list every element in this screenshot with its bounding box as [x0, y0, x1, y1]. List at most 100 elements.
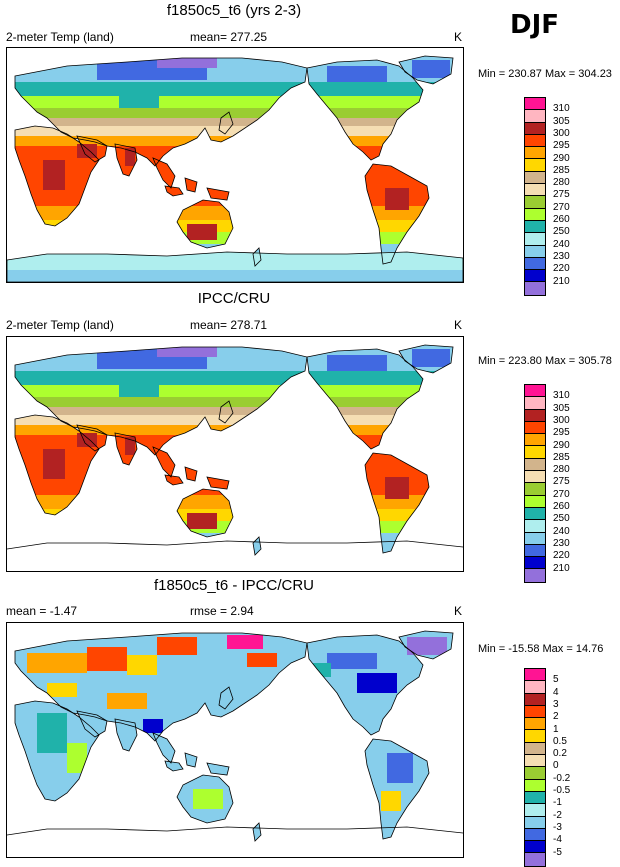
- map-panel-difference: [6, 622, 464, 858]
- coastline: [398, 55, 454, 85]
- colorbar-label: 220: [553, 263, 570, 275]
- land-field: [7, 56, 463, 282]
- colorbar-label: 2: [553, 711, 559, 723]
- colorbar-swatch: [525, 742, 545, 756]
- colorbar-swatch: [525, 257, 545, 271]
- coastline: [252, 247, 262, 267]
- coastline: [252, 536, 262, 556]
- colorbar-swatch: [525, 507, 545, 521]
- colorbar-label: 305: [553, 402, 570, 414]
- colorbar-label: 290: [553, 439, 570, 451]
- colorbar: [524, 97, 546, 296]
- colorbar-label: 280: [553, 177, 570, 189]
- coastline: [14, 125, 100, 227]
- coastline: [252, 822, 262, 842]
- world-temperature-map: [7, 55, 463, 282]
- colorbar-label: 0.2: [553, 748, 567, 760]
- colorbar-label: 210: [553, 562, 570, 574]
- coastline: [398, 344, 454, 374]
- coastline: [398, 630, 454, 660]
- coastline: [76, 424, 108, 452]
- panel-title: f1850c5_t6 - IPCC/CRU: [153, 577, 315, 594]
- colorbar-swatch: [525, 134, 545, 148]
- colorbar-label: 310: [553, 390, 570, 402]
- colorbar-label: 230: [553, 250, 570, 262]
- colorbar-label: 280: [553, 464, 570, 476]
- coastline: [152, 732, 176, 764]
- colorbar-swatch: [525, 681, 545, 694]
- units-label: K: [454, 604, 463, 618]
- colorbar-swatch: [525, 98, 545, 111]
- coastline: [364, 163, 430, 265]
- min-max-label: Min = 230.87 Max = 304.23: [478, 68, 612, 80]
- colorbar-label: -0.2: [553, 772, 571, 784]
- colorbar-swatch: [525, 569, 545, 582]
- colorbar: [524, 668, 546, 867]
- colorbar-swatch: [525, 147, 545, 160]
- colorbar-swatch: [525, 409, 545, 422]
- colorbar-swatch: [525, 791, 545, 805]
- colorbar-swatch: [525, 184, 545, 197]
- coastline: [184, 466, 198, 482]
- colorbar-swatch: [525, 245, 545, 258]
- season-label: DJF: [510, 10, 560, 40]
- colorbar-swatch: [525, 122, 545, 135]
- antarctic-coastline: [7, 540, 463, 550]
- colorbar-label: 290: [553, 152, 570, 164]
- colorbar-label: -2: [553, 809, 562, 821]
- colorbar-swatch: [525, 828, 545, 842]
- colorbar-swatch: [525, 208, 545, 221]
- colorbar-label: 230: [553, 537, 570, 549]
- colorbar-label: 295: [553, 427, 570, 439]
- colorbar-swatch: [525, 730, 545, 743]
- colorbar-swatch: [525, 718, 545, 731]
- antarctic-coastline: [7, 826, 463, 836]
- units-label: K: [454, 318, 463, 332]
- colorbar-label: 285: [553, 164, 570, 176]
- coastline: [218, 686, 234, 710]
- colorbar-swatch: [525, 779, 545, 792]
- colorbar-swatch: [525, 270, 545, 283]
- colorbar-label: 275: [553, 476, 570, 488]
- coastline: [206, 476, 230, 490]
- colorbar-swatch: [525, 520, 545, 533]
- colorbar-swatch: [525, 755, 545, 768]
- coastline: [364, 452, 430, 554]
- colorbar-swatch: [525, 483, 545, 496]
- colorbar-swatch: [525, 544, 545, 558]
- colorbar-label: 4: [553, 686, 559, 698]
- colorbar-label: 240: [553, 238, 570, 250]
- mean-label: mean= 278.71: [190, 318, 268, 332]
- colorbar-label: 260: [553, 214, 570, 225]
- colorbar-label: -3: [553, 821, 562, 833]
- panel-title: IPCC/CRU: [197, 290, 271, 307]
- colorbar-label: -1: [553, 797, 562, 809]
- colorbar: [524, 384, 546, 583]
- colorbar-label: 300: [553, 127, 570, 139]
- colorbar-swatch: [525, 458, 545, 472]
- colorbar-swatch: [525, 233, 545, 246]
- colorbar-label: 250: [553, 226, 570, 238]
- colorbar-swatch: [525, 767, 545, 780]
- coastline: [176, 199, 234, 249]
- colorbar-label: 295: [553, 140, 570, 152]
- mean-label: mean= 277.25: [190, 30, 268, 44]
- colorbar-label: 0.5: [553, 735, 567, 747]
- colorbar-label: 305: [553, 115, 570, 127]
- world-difference-map: [7, 630, 463, 842]
- coastline: [152, 446, 176, 478]
- colorbar-swatch: [525, 816, 545, 829]
- coastline: [14, 414, 100, 516]
- colorbar-swatch: [525, 705, 545, 719]
- coastline: [206, 187, 230, 201]
- colorbar-label: 260: [553, 501, 570, 512]
- colorbar-swatch: [525, 841, 545, 854]
- colorbar-swatch: [525, 471, 545, 484]
- coastline: [76, 710, 108, 738]
- colorbar-label: 0: [553, 760, 559, 772]
- coastline: [76, 135, 108, 163]
- coastline: [164, 185, 184, 197]
- colorbar-label: 275: [553, 189, 570, 201]
- coastline: [7, 251, 463, 282]
- colorbar-swatch: [525, 110, 545, 123]
